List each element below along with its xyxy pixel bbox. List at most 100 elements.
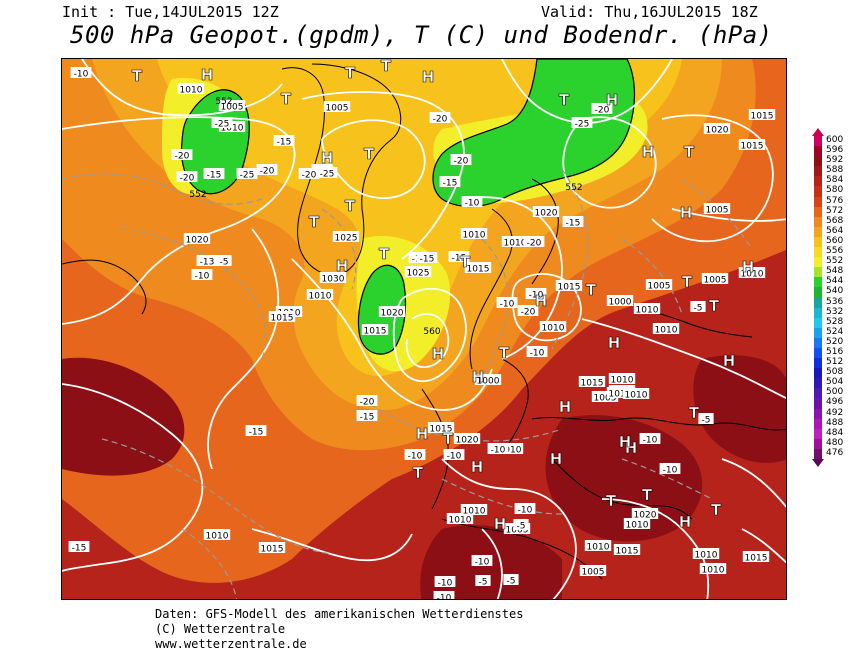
low-pressure-marker: T [460,253,471,271]
isotherm-label: -10 [70,67,92,80]
high-pressure-marker: H [422,68,435,86]
high-pressure-marker: H [606,91,619,109]
isobar-label: 1010 [306,289,334,302]
svg-text:1005: 1005 [704,276,727,286]
low-pressure-marker: T [281,90,292,108]
low-pressure-marker: T [364,145,375,163]
isotherm-label: -10 [191,269,213,282]
legend-label: 584 [826,175,844,186]
legend-entry: 516 [810,346,850,359]
legend-entry: 552 [810,256,850,268]
svg-text:1010: 1010 [695,551,718,561]
svg-text:1010: 1010 [625,391,648,401]
svg-text:-5: -5 [694,304,703,314]
init-time: Init : Tue,14JUL2015 12Z [62,3,279,21]
legend-entry: 508 [810,367,850,379]
legend-entry: 532 [810,307,850,318]
isobar-label: 1000 [474,374,502,387]
svg-text:1015: 1015 [261,545,284,555]
legend-entry: 584 [810,175,850,187]
isobar-label: 1010 [496,443,524,456]
isotherm-label: -5 [698,413,714,426]
isobar-label: 1010 [446,513,474,526]
svg-text:-10: -10 [408,452,423,462]
legend-label: 536 [826,296,844,307]
legend-label: 516 [826,346,844,357]
legend-entry: 524 [810,327,850,338]
svg-text:-20: -20 [260,167,275,177]
legend-label: 504 [826,377,844,388]
low-pressure-marker: T [689,404,700,422]
contour-label: 552 [215,97,232,107]
isobar-label: 1010 [608,373,636,386]
legend-label: 568 [826,215,844,226]
high-pressure-marker: H [550,450,563,468]
svg-text:1010: 1010 [463,231,486,241]
svg-text:-15: -15 [452,254,467,264]
svg-text:1010: 1010 [626,521,649,531]
legend-swatch [814,166,822,177]
isobar-label: 1010 [692,548,720,561]
website-link[interactable]: www.wetterzentrale.de [155,637,307,651]
svg-text:1010: 1010 [463,507,486,517]
svg-text:-5: -5 [220,258,229,268]
svg-text:1010: 1010 [542,324,565,334]
svg-text:-10: -10 [529,291,544,301]
svg-text:-15: -15 [207,171,222,181]
weather-map[interactable]: 1010100510101005102510301010102510201015… [61,58,787,600]
isotherm-label: -5 [475,575,491,588]
isobar-label: 1005 [591,391,619,404]
svg-text:1010: 1010 [702,566,725,576]
svg-text:1005: 1005 [221,103,244,113]
svg-text:1005: 1005 [326,104,349,114]
low-pressure-marker: T [682,273,693,291]
isotherm-label: -15 [439,176,461,189]
isotherm-label: -20 [429,112,451,125]
svg-text:1015: 1015 [751,112,774,122]
isobar-label: 1015 [361,324,389,337]
isotherm-label: -5 [216,255,232,268]
isotherm-label: -15 [448,251,470,264]
legend-entry: 512 [810,357,850,369]
svg-text:-20: -20 [521,308,536,318]
high-pressure-marker: H [679,513,692,531]
svg-text:1005: 1005 [506,526,529,536]
isobar-label: 1010 [584,540,612,553]
isobar-label: 1020 [183,233,211,246]
legend-swatch [814,146,822,157]
legend-swatch [814,428,822,439]
legend-label: 492 [826,407,844,418]
high-pressure-marker: H [559,398,572,416]
svg-text:-25: -25 [215,120,230,130]
legend-swatch [814,358,822,369]
svg-text:-5: -5 [702,416,711,426]
legend-entry: 556 [810,246,850,258]
legend-entry: 576 [810,196,850,207]
svg-text:1020: 1020 [186,236,209,246]
legend-label: 500 [826,387,844,398]
svg-text:1010: 1010 [611,376,634,386]
svg-text:1015: 1015 [558,283,581,293]
legend-entry: 488 [810,418,850,429]
isotherm-label: -5 [513,519,529,532]
isobar-label: 1010 [203,529,231,542]
legend-entry: 480 [810,438,850,449]
high-pressure-marker: H [680,204,693,222]
chart-title: 500 hPa Geopot.(gpdm), T (C) und Bodendr… [70,21,773,49]
isotherm-label: -25 [316,167,338,180]
isotherm-label: -10 [443,449,465,462]
isobar-label: 1000 [606,295,634,308]
svg-text:1005: 1005 [706,206,729,216]
legend-swatch [814,418,822,429]
svg-text:1025: 1025 [407,269,430,279]
isobar-label: 1015 [738,139,766,152]
isotherm-label: -10 [471,555,493,568]
legend-swatch [814,247,822,258]
isobar-label: 1020 [703,123,731,136]
high-pressure-marker: H [625,439,638,457]
legend-swatch [814,176,822,187]
low-pressure-marker: T [709,297,720,315]
svg-text:1015: 1015 [609,390,632,400]
isobar-label: 1015 [742,551,770,564]
svg-text:1030: 1030 [322,275,345,285]
